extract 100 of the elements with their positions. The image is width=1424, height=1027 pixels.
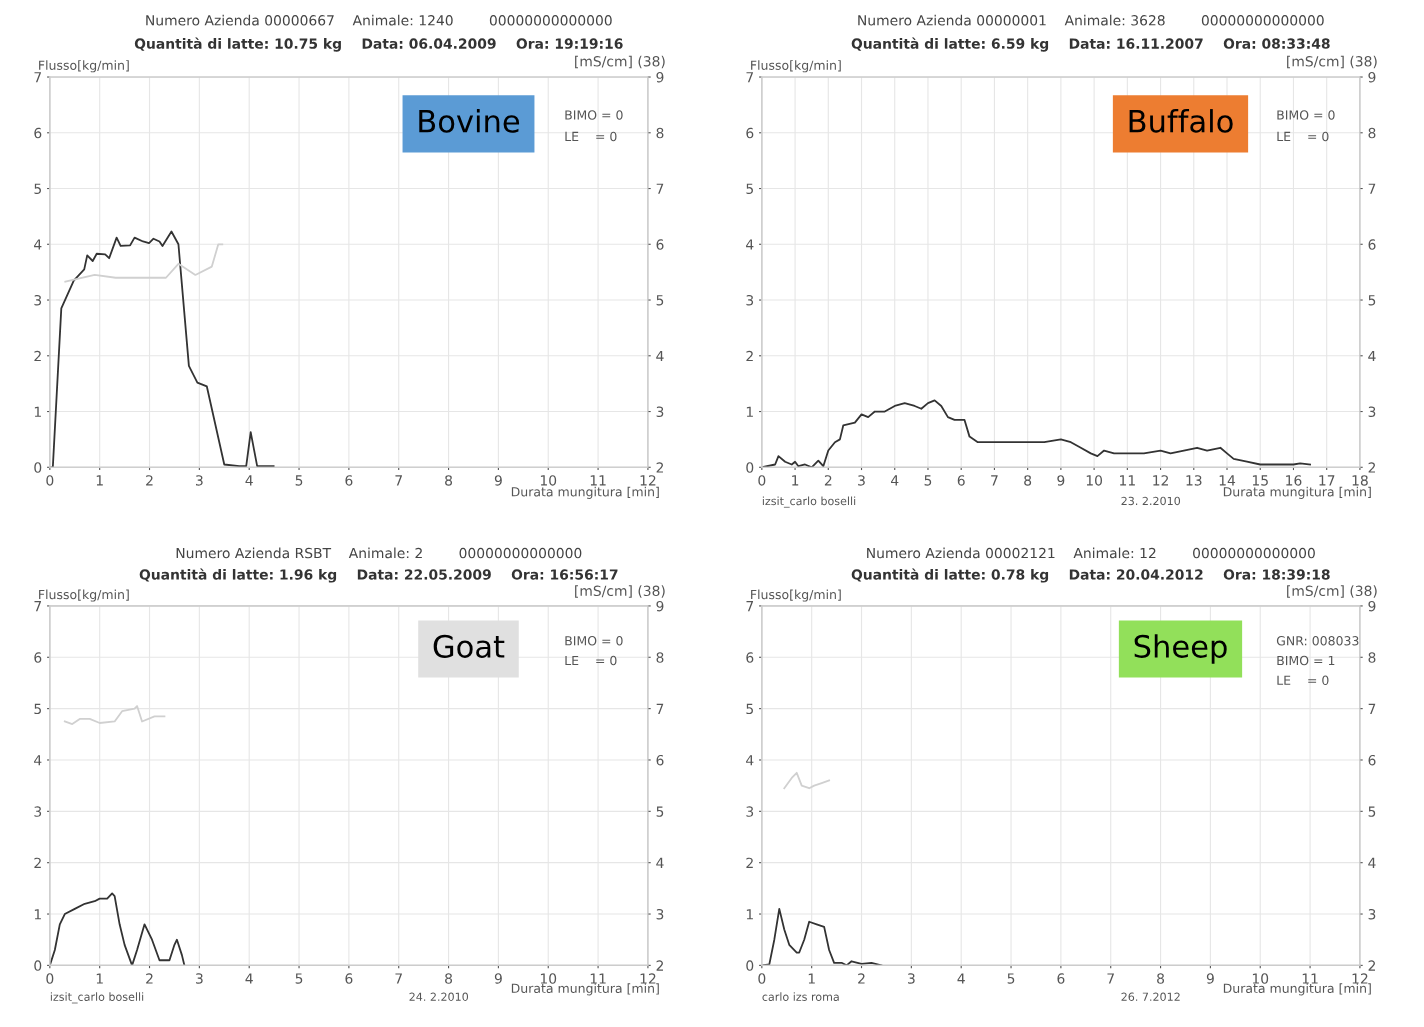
y2-axis-title: [mS/cm] (38) [1287,55,1377,69]
y-tick-label: 7 [34,601,42,612]
x-tick-label: 3 [196,973,203,984]
y-axis-title: Flusso[kg/min] [751,589,841,602]
annotation: BIMO = 0 [565,110,623,120]
x-tick-label: 11 [590,973,606,984]
y-tick-label: 4 [34,755,42,766]
x-tick-label: 6 [957,475,965,486]
annotation: BIMO = 1 [1277,655,1335,666]
y2-tick-label: 2 [1368,960,1375,971]
y-tick-label: 7 [746,601,754,612]
y-tick-label: 1 [746,909,753,920]
chart-subtitle: Quantità di latte: 1.96 kg Data: 22.05.2009 Ora: 16:56:17 [139,568,618,583]
chart-title: Numero Azienda 00002121 Animale: 12 00000000000000 [867,547,1315,559]
y2-tick-label: 8 [656,127,664,139]
y2-tick-label: 6 [656,754,664,766]
x-tick-label: 11 [590,475,606,486]
y2-tick-label: 9 [656,71,664,83]
x-tick-label: 5 [295,475,303,486]
y2-tick-label: 9 [656,600,664,612]
y-tick-label: 0 [34,462,42,473]
chart-title: Numero Azienda RSBT Animale: 2 00000000000000 [176,547,582,559]
y-tick-label: 0 [746,960,754,971]
x-tick-label: 3 [858,475,865,486]
y2-tick-label: 7 [656,703,664,714]
y-tick-label: 5 [746,703,753,715]
y-tick-label: 2 [34,857,41,868]
y2-tick-label: 2 [656,960,663,971]
y2-tick-label: 7 [656,183,664,194]
y2-tick-label: 5 [656,806,664,817]
x-tick-label: 0 [46,973,54,984]
x-tick-label: 6 [345,973,353,984]
y2-tick-label: 9 [1368,71,1376,83]
y2-axis-title: [mS/cm] (38) [575,55,665,69]
x-tick-label: 8 [445,973,453,984]
y2-tick-label: 5 [656,295,664,306]
y-tick-label: 5 [34,183,41,194]
y2-tick-label: 2 [1368,462,1375,473]
text: izsit_carlo boselli [762,496,856,508]
y-tick-label: 2 [34,350,41,362]
annotation: Goat [433,634,505,658]
x-axis-title: Durata mungitura [min] [1223,983,1371,996]
y-tick-label: 5 [34,703,41,715]
x-tick-label: 5 [924,475,932,486]
x-tick-label: 13 [1186,475,1202,486]
x-tick-label: 18 [1352,475,1368,486]
x-tick-label: 8 [1024,475,1032,486]
annotation: LE = 0 [1277,675,1329,686]
x-tick-label: 4 [245,475,253,486]
x-tick-label: 14 [1219,475,1236,486]
y-tick-label: 4 [34,239,42,250]
y2-tick-label: 3 [1368,406,1376,418]
y-tick-label: 6 [34,652,42,663]
y2-tick-label: 6 [1368,754,1376,766]
x-tick-label: 2 [824,475,832,486]
y-tick-label: 3 [34,295,42,306]
y2-tick-label: 2 [656,462,663,473]
y2-tick-label: 7 [1368,183,1376,194]
x-tick-label: 7 [1107,973,1114,984]
y2-tick-label: 4 [656,350,664,362]
x-tick-label: 11 [1302,973,1318,984]
y2-tick-label: 9 [1368,600,1376,612]
annotation: BIMO = 0 [565,636,623,646]
y-tick-label: 2 [746,350,753,362]
annotation: LE = 0 [1277,131,1329,142]
annotation: LE = 0 [565,655,617,666]
x-tick-label: 2 [858,973,865,984]
x-tick-label: 17 [1319,475,1335,486]
y-tick-label: 6 [34,127,42,139]
x-tick-label: 12 [1153,475,1169,486]
y-tick-label: 4 [746,755,754,766]
x-tick-label: 6 [1057,973,1065,984]
x-tick-label: 12 [640,475,656,486]
y2-tick-label: 3 [1368,909,1376,920]
x-tick-label: 8 [1157,973,1165,984]
y-tick-label: 1 [34,909,41,920]
annotation: Bovine [419,109,520,133]
x-tick-label: 6 [345,475,353,486]
x-tick-label: 4 [957,973,965,984]
y-axis-title: Flusso[kg/min] [39,589,129,602]
y-tick-label: 1 [746,406,753,417]
y2-tick-label: 3 [656,909,664,920]
y-tick-label: 0 [34,960,42,971]
x-tick-label: 7 [395,475,402,486]
x-tick-label: 8 [445,475,453,486]
y2-axis-title: [mS/cm] (38) [1287,585,1377,598]
text: izsit_carlo boselli [50,992,144,1004]
y-tick-label: 3 [34,806,42,817]
y-tick-label: 1 [34,406,41,417]
y-tick-label: 4 [746,239,754,250]
y2-tick-label: 4 [1368,350,1376,362]
text: 26. 7.2012 [1121,992,1180,1001]
y-tick-label: 3 [746,295,754,306]
text: 24. 2.2010 [409,992,469,1001]
annotation: Buffalo [1129,109,1233,133]
y2-tick-label: 8 [1368,652,1376,663]
y-tick-label: 0 [746,462,754,473]
x-tick-label: 1 [96,973,103,984]
x-tick-label: 1 [808,973,815,984]
y-tick-label: 6 [746,652,754,663]
